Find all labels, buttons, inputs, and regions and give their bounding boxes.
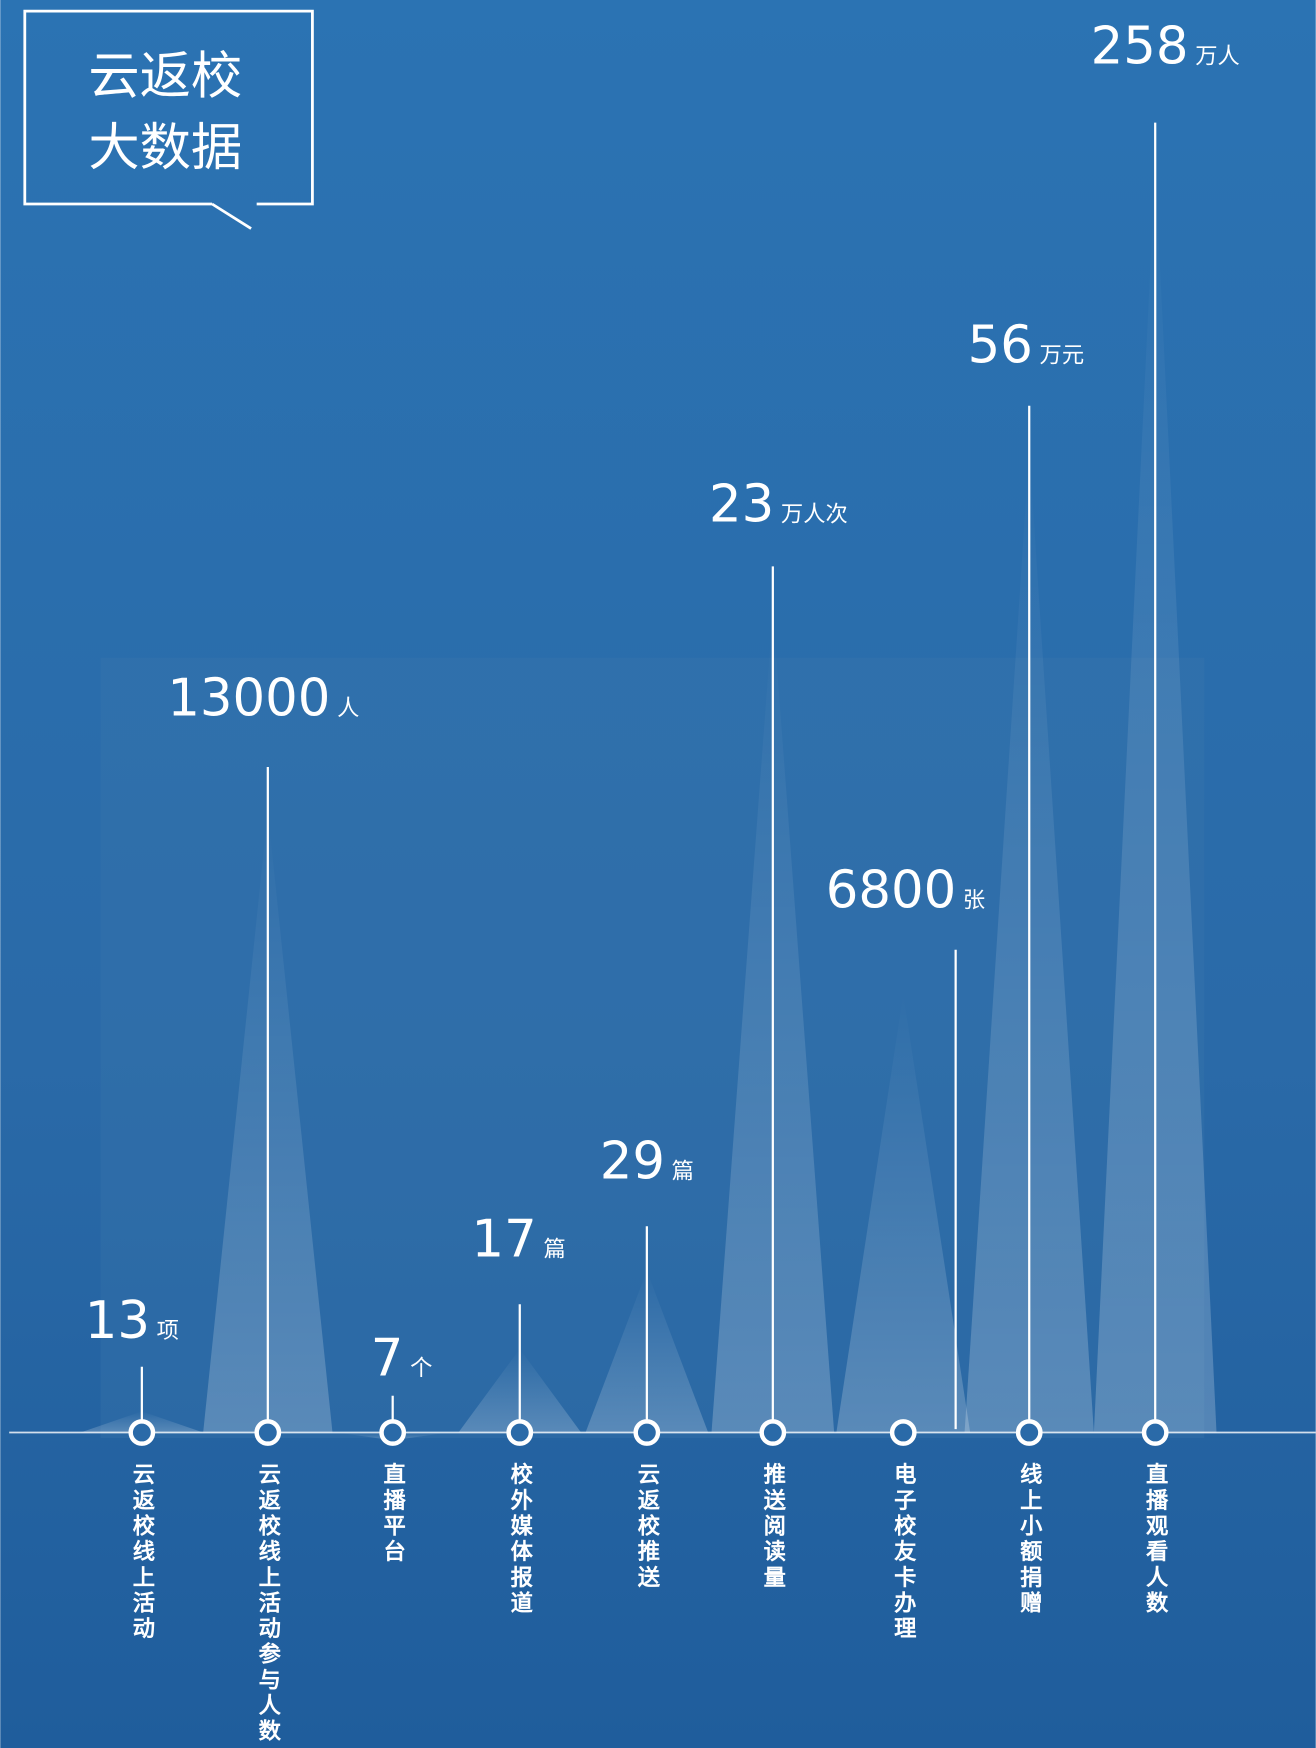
node [131,1421,153,1443]
value: 56 [968,315,1033,375]
node [892,1421,914,1443]
page: 云返校 大数据 13 项云返校线上活动 13000 人云返校线上活动参与人数 7个直播平… [0,0,1316,1748]
node [762,1421,784,1443]
title: 大数据 [88,118,242,178]
item-label: 校外媒体报道 [507,1461,533,1616]
value: 7 [371,1329,404,1389]
node [1144,1421,1166,1443]
node [257,1421,279,1443]
value: 23 [709,475,774,535]
node [1018,1421,1040,1443]
infographic: 云返校 大数据 13 项云返校线上活动 13000 人云返校线上活动参与人数 7个直播平… [0,0,1316,1748]
value: 13 [85,1291,150,1351]
unit: 万人次 [781,502,848,528]
item-label: 推送阅读量 [760,1462,786,1591]
node [382,1421,404,1443]
value: 29 [600,1131,665,1191]
unit: 篇 [672,1158,694,1184]
unit: 项 [157,1318,179,1344]
unit: 篇 [543,1236,565,1262]
item-label: 直播平台 [380,1461,406,1565]
value: 13000 [167,669,330,729]
unit: 万人 [1195,44,1240,70]
item-label: 云返校线上活动参与人数 [255,1463,281,1745]
item-label: 云返校线上活动 [129,1463,155,1642]
unit: 张 [963,887,985,913]
unit: 人 [337,696,359,722]
value: 258 [1091,17,1189,77]
unit: 万元 [1040,342,1085,368]
item-label: 云返校推送 [634,1463,660,1591]
node [636,1421,658,1443]
title: 云返校 [88,47,242,107]
unit: 个 [410,1356,432,1382]
item-label: 直播观看人数 [1142,1461,1168,1616]
value: 17 [472,1209,537,1269]
item-label: 电子校友卡办理 [890,1462,916,1642]
value: 6800 [826,860,956,920]
item-label: 线上小额捐赠 [1016,1461,1042,1616]
node [509,1421,531,1443]
